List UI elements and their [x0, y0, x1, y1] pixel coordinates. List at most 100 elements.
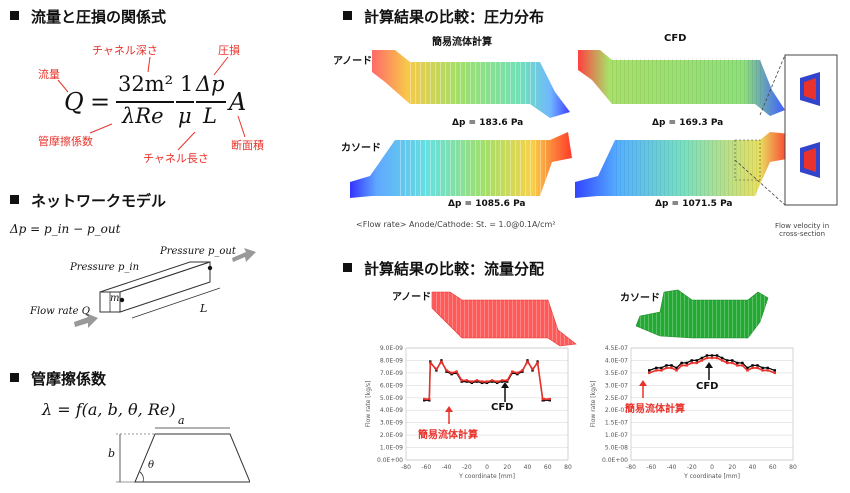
formula-equals: =: [90, 88, 111, 116]
simple-arrow-head: [445, 406, 453, 412]
data-point: [715, 354, 719, 357]
plot-frame: [405, 347, 569, 461]
data-point: [531, 367, 534, 371]
data-point: [490, 379, 494, 382]
pressure-col-cfd: CFD: [664, 33, 687, 44]
data-point: [665, 366, 668, 370]
formula-pointer-lines: [57, 56, 246, 151]
data-point: [700, 356, 704, 360]
y-tick-label: 2.0E-07: [605, 407, 628, 414]
data-point: [516, 372, 519, 376]
formula-num1: 32m²: [118, 72, 174, 96]
dim-a-label: a: [178, 414, 185, 427]
data-point: [475, 380, 479, 383]
data-point: [725, 359, 729, 362]
data-point: [450, 372, 453, 376]
dp-cathode-cfd: Δp = 1071.5 Pa: [655, 199, 733, 209]
data-point: [655, 366, 658, 370]
dp-anode-cfd: Δp = 169.3 Pa: [652, 118, 724, 128]
x-tick-label: 0: [485, 464, 489, 471]
data-point: [761, 366, 764, 370]
data-point: [773, 371, 776, 375]
plot-frame: [630, 347, 794, 461]
flow-rate-note: <Flow rate> Anode/Cathode: St. = 1.0@0.1…: [356, 220, 556, 229]
data-point: [710, 354, 714, 357]
data-point: [695, 361, 699, 365]
network-equation: Δp = p_in − p_out: [10, 222, 121, 236]
series-line: [424, 360, 550, 400]
data-point: [470, 380, 474, 383]
x-tick-label: 40: [749, 464, 757, 471]
x-tick-label: 20: [503, 464, 511, 471]
y-tick-label: 1.0E-07: [605, 432, 628, 439]
section1-heading: 流量と圧損の関係式: [10, 6, 166, 27]
data-point: [655, 369, 658, 372]
data-point: [766, 366, 769, 370]
data-point: [536, 361, 539, 365]
data-point: [685, 361, 688, 365]
section2-heading: ネットワークモデル: [10, 190, 166, 211]
label-cross-section-area: 断面積: [231, 139, 264, 152]
data-point: [736, 361, 739, 365]
data-point: [465, 380, 468, 383]
chart-cathode-simple-label: 簡易流体計算: [625, 404, 685, 415]
data-point: [731, 359, 734, 362]
x-tick-label: 40: [524, 464, 532, 471]
y-tick-label: 4.5E-07: [605, 345, 628, 352]
data-point: [766, 369, 769, 372]
x-tick-label: 60: [769, 464, 777, 471]
data-point: [680, 364, 683, 367]
formula-den1: λRe: [122, 104, 164, 128]
pressure-cathode-label: カソード: [341, 143, 381, 154]
data-point: [440, 360, 443, 363]
x-tick-label: -80: [626, 464, 636, 471]
pressure-anode-label: アノード: [333, 56, 373, 67]
label-pipe-friction: 管摩擦係数: [38, 135, 93, 148]
flow-anode-label: アノード: [392, 292, 432, 303]
data-point: [429, 360, 432, 363]
data-point: [542, 397, 545, 401]
data-point: [773, 369, 776, 372]
data-point: [715, 356, 719, 360]
y-tick-label: 0.0E+00: [377, 457, 403, 464]
friction-equation: λ = f(a, b, θ, Re): [42, 400, 176, 419]
data-point: [731, 361, 734, 365]
chart-anode-simple-label: 簡易流体計算: [418, 430, 478, 441]
data-point: [751, 366, 754, 370]
data-point: [548, 397, 551, 401]
pressure-out-label: Pressure p_out: [160, 246, 236, 257]
x-tick-label: 20: [728, 464, 736, 471]
data-point: [445, 370, 448, 373]
data-point: [423, 397, 426, 401]
y-tick-label: 0.0E+00: [602, 457, 628, 464]
chart-anode-cfd-label: CFD: [491, 402, 514, 413]
data-point: [695, 359, 699, 362]
data-point: [542, 399, 545, 402]
pressure-col-simple: 簡易流体計算: [432, 37, 492, 48]
data-point: [680, 361, 683, 365]
y-tick-label: 4.0E-07: [605, 357, 628, 364]
x-tick-label: 80: [789, 464, 797, 471]
section1-title: 流量と圧損の関係式: [31, 8, 167, 26]
data-point: [725, 361, 729, 365]
y-tick-label: 1.0E-09: [380, 445, 403, 452]
flow-chart-anode: 0.0E+00 1.0E-09 2.0E-09 3.0E-09 4.0E-09 5.0E-…: [365, 345, 572, 480]
formula-den3: L: [203, 104, 217, 128]
data-point: [429, 361, 432, 365]
x-tick-label: -80: [401, 464, 411, 471]
formula-num2: 1: [180, 72, 194, 96]
data-point: [521, 369, 524, 372]
y-tick-label: 7.0E-09: [380, 370, 403, 377]
pressure-heading: 計算結果の比較：圧力分布: [343, 6, 544, 27]
dim-L-label: L: [200, 302, 208, 315]
data-point: [435, 367, 438, 371]
network-channel-diagram: [74, 248, 256, 328]
data-point: [495, 381, 499, 385]
fraction-bar-1: [116, 101, 174, 103]
data-point: [445, 369, 448, 372]
data-point: [460, 380, 463, 383]
y-tick-label: 5.0E-09: [380, 395, 403, 402]
data-point: [480, 380, 484, 383]
flow-heading: 計算結果の比較：流量分配: [343, 258, 544, 279]
